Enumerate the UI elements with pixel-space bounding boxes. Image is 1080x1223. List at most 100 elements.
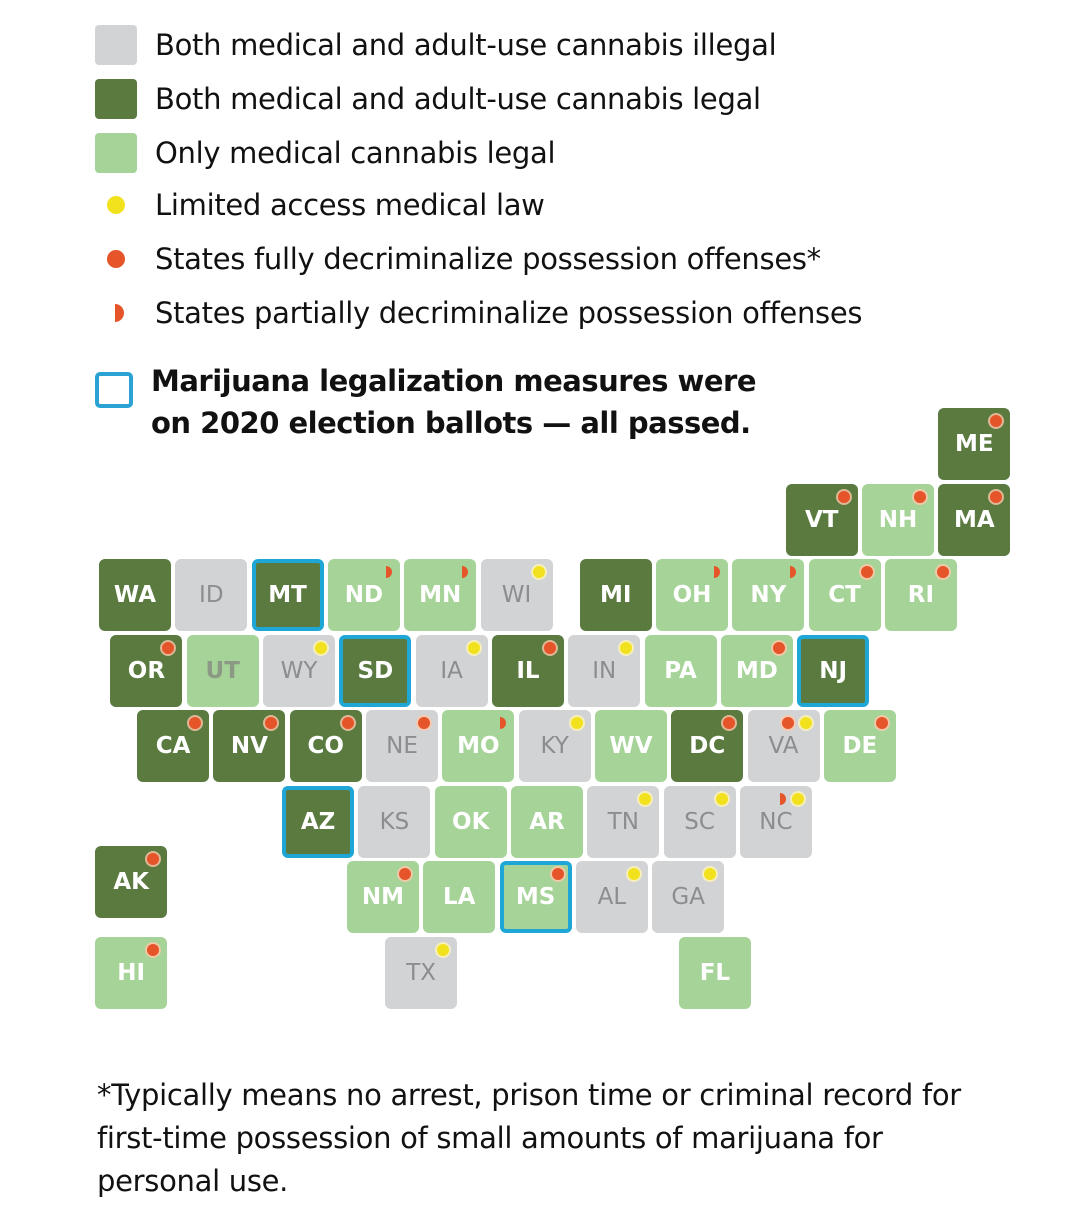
- state-label: MO: [457, 733, 500, 759]
- full-decriminalization-dot-icon: [398, 868, 411, 880]
- state-tile-nh: NH: [862, 483, 934, 556]
- state-tile-wv: WV: [594, 710, 667, 782]
- legend-label-ballot-line2: on 2020 election ballots — all passed.: [151, 406, 751, 440]
- state-tile-va: VA: [747, 710, 820, 782]
- limited-access-dot-icon: [627, 868, 640, 880]
- full-decriminalization-dot-icon: [543, 641, 556, 654]
- state-tile-al: AL: [575, 861, 648, 933]
- state-tile-ar: AR: [511, 785, 584, 858]
- state-tile-nj: NJ: [797, 634, 870, 707]
- state-tile-ak: AK: [95, 845, 168, 918]
- state-label: MD: [735, 657, 778, 684]
- state-label: ID: [199, 582, 224, 608]
- state-label: OK: [452, 808, 490, 835]
- partial-decriminalization-dot-icon: [385, 566, 392, 578]
- state-label: ME: [954, 431, 994, 457]
- state-tile-co: CO: [289, 710, 362, 782]
- half-dot-icon: [114, 304, 124, 322]
- limited-access-dot-icon: [799, 717, 812, 729]
- legend-item-partial-decrim: States partially decriminalize possessio…: [95, 296, 862, 330]
- limited-access-dot-icon: [620, 641, 633, 654]
- state-label: WI: [501, 582, 532, 608]
- footnote: *Typically means no arrest, prison time …: [97, 1078, 961, 1198]
- state-label: TN: [607, 808, 639, 835]
- state-tile-wa: WA: [99, 559, 171, 631]
- full-decriminalization-dot-icon: [990, 415, 1003, 427]
- state-tile-md: MD: [720, 634, 793, 707]
- state-label: MA: [953, 506, 995, 533]
- state-tile-dc: DC: [671, 710, 744, 782]
- state-tile-ct: CT: [808, 559, 881, 631]
- swatch-medical-only: [95, 133, 137, 173]
- limited-access-dot-icon: [791, 792, 804, 805]
- state-label: DC: [689, 733, 726, 759]
- state-label: LA: [443, 884, 476, 910]
- state-tile-in: IN: [568, 634, 641, 707]
- full-decriminalization-dot-icon: [341, 717, 354, 729]
- full-decriminalization-dot-icon: [147, 943, 160, 956]
- state-tile-wi: WI: [480, 559, 553, 631]
- full-decriminalization-dot-icon: [772, 641, 785, 654]
- state-tile-ga: GA: [652, 861, 725, 933]
- legend-item-illegal: Both medical and adult-use cannabis ille…: [95, 25, 777, 65]
- state-label: TX: [406, 959, 437, 986]
- swatch-illegal: [95, 25, 137, 65]
- full-decriminalization-dot-icon: [551, 868, 564, 880]
- yellow-dot-icon: [107, 196, 125, 214]
- legend-label-full-decrim: States fully decriminalize possession of…: [155, 242, 821, 276]
- state-tile-ky: KY: [518, 710, 591, 782]
- state-tile-la: LA: [423, 861, 496, 933]
- full-decriminalization-dot-icon: [936, 566, 949, 578]
- full-decriminalization-dot-icon: [990, 490, 1003, 503]
- state-label: KY: [540, 733, 569, 759]
- partial-decriminalization-dot-icon: [462, 566, 469, 578]
- state-tile-tn: TN: [587, 785, 660, 858]
- state-tile-il: IL: [491, 634, 564, 707]
- state-label: FL: [699, 959, 731, 986]
- state-label: CO: [307, 733, 344, 759]
- full-decriminalization-dot-icon: [189, 717, 202, 729]
- full-decriminalization-dot-icon: [875, 717, 888, 729]
- state-label: VA: [768, 733, 799, 759]
- legend-label-partial-decrim: States partially decriminalize possessio…: [155, 296, 863, 330]
- state-tile-mi: MI: [579, 559, 652, 631]
- state-label: AR: [529, 808, 565, 835]
- full-decriminalization-dot-icon: [265, 717, 278, 729]
- state-tile-ks: KS: [358, 785, 431, 858]
- state-label: MT: [268, 582, 307, 608]
- state-tile-de: DE: [823, 710, 896, 782]
- state-tile-nv: NV: [213, 710, 286, 782]
- state-label: VT: [804, 506, 839, 533]
- state-tile-sc: SC: [663, 785, 736, 858]
- full-decriminalization-dot-icon: [147, 852, 160, 865]
- legend-item-limited: Limited access medical law: [95, 188, 545, 222]
- state-label: AL: [597, 884, 627, 910]
- limited-access-dot-icon: [639, 792, 652, 805]
- full-decriminalization-dot-icon: [860, 566, 873, 578]
- state-label: OH: [672, 582, 712, 608]
- state-tile-wy: WY: [263, 634, 336, 707]
- legend-label-ballot-line1: Marijuana legalization measures were: [151, 364, 757, 398]
- full-decriminalization-dot-icon: [914, 490, 926, 503]
- state-label: MN: [419, 582, 462, 608]
- state-tile-pa: PA: [644, 634, 717, 707]
- legend-label-limited: Limited access medical law: [155, 188, 545, 222]
- state-label: NC: [759, 808, 793, 835]
- limited-access-dot-icon: [315, 641, 328, 654]
- ballot-outline-icon: [95, 372, 133, 408]
- state-tile-ma: MA: [938, 483, 1011, 556]
- state-tile-fl: FL: [678, 936, 751, 1009]
- full-decriminalization-dot-icon: [418, 717, 431, 729]
- state-label: OR: [127, 657, 166, 684]
- state-tile-vt: VT: [785, 483, 858, 556]
- full-decriminalization-dot-icon: [837, 490, 850, 503]
- state-label: IL: [516, 657, 540, 684]
- legend-item-ballot: Marijuana legalization measures were on …: [95, 360, 757, 444]
- state-label: MI: [599, 582, 632, 608]
- state-label: NM: [361, 884, 405, 910]
- state-tile-me: ME: [938, 408, 1011, 480]
- state-tile-mo: MO: [442, 710, 515, 782]
- state-tile-mn: MN: [404, 559, 477, 631]
- limited-access-dot-icon: [570, 717, 583, 729]
- legend-item-medical-only: Only medical cannabis legal: [95, 133, 556, 173]
